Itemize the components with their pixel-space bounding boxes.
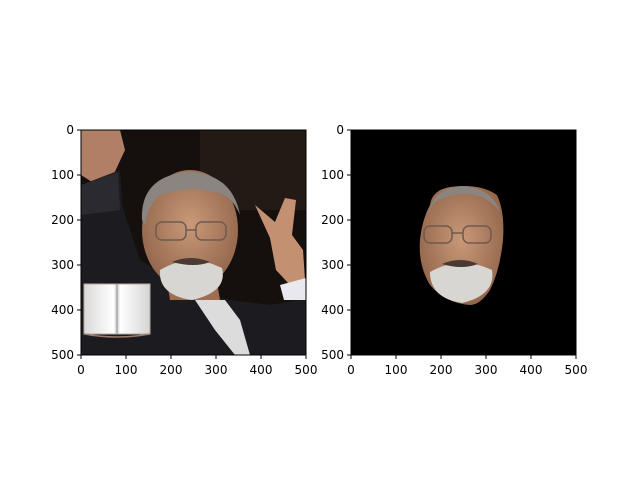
left-y-tick-label: 200 — [51, 213, 74, 227]
right-x-tick-label: 100 — [385, 363, 408, 377]
right-y-tick-label: 0 — [336, 123, 344, 137]
left-y-tick-label: 500 — [51, 348, 74, 362]
right-x-tick-label: 200 — [430, 363, 453, 377]
right-x-tick-label: 0 — [347, 363, 355, 377]
right-y-tick-label: 300 — [321, 258, 344, 272]
left-y-tick-label: 300 — [51, 258, 74, 272]
right-x-tick-label: 300 — [475, 363, 498, 377]
left-x-tick-label: 0 — [77, 363, 85, 377]
right-x-tick-label: 500 — [565, 363, 588, 377]
right-y-tick-label: 400 — [321, 303, 344, 317]
left-y-tick-label: 100 — [51, 168, 74, 182]
left-x-tick-label: 300 — [205, 363, 228, 377]
right-panel-frame — [350, 129, 577, 356]
left-x-tick-label: 400 — [250, 363, 273, 377]
left-x-tick-label: 100 — [115, 363, 138, 377]
right-y-tick-label: 200 — [321, 213, 344, 227]
right-y-tick-label: 500 — [321, 348, 344, 362]
left-y-tick-label: 0 — [66, 123, 74, 137]
right-x-tick-label: 400 — [520, 363, 543, 377]
right-y-tick-label: 100 — [321, 168, 344, 182]
left-x-tick-label: 500 — [295, 363, 318, 377]
left-panel-image — [81, 130, 306, 355]
right-panel-image — [351, 130, 576, 355]
left-y-tick-label: 400 — [51, 303, 74, 317]
left-panel-frame — [80, 129, 307, 356]
left-x-tick-label: 200 — [160, 363, 183, 377]
